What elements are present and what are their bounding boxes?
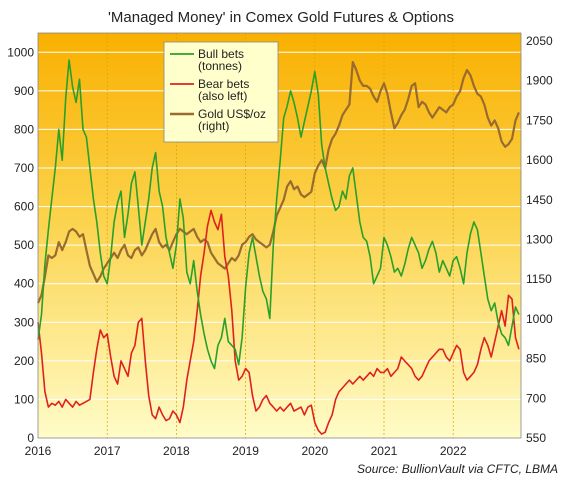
legend-label-0: Bull bets xyxy=(198,47,244,61)
left-tick-label: 100 xyxy=(14,392,34,406)
right-tick-label: 850 xyxy=(526,352,546,366)
left-tick-label: 400 xyxy=(14,277,34,291)
legend-box xyxy=(163,41,279,143)
right-tick-label: 1600 xyxy=(526,153,553,167)
chart-source: Source: BullionVault via CFTC, LBMA xyxy=(357,462,558,476)
right-tick-label: 1900 xyxy=(526,74,553,88)
series-line-0 xyxy=(37,59,520,370)
right-tick-label: 1150 xyxy=(526,272,552,286)
series-lines xyxy=(36,59,520,435)
left-tick-label: 700 xyxy=(14,161,34,175)
right-tick-label: 550 xyxy=(526,431,546,445)
legend-label-2: Gold US$/oz xyxy=(198,107,266,121)
plot-frame xyxy=(37,32,522,439)
right-tick-label: 1450 xyxy=(526,193,553,207)
x-axis-ticks: 2016 2017 2018 2019 2020 2021 2022 xyxy=(25,444,467,458)
legend-label-1: Bear bets xyxy=(198,77,249,91)
x-tick-label: 2016 xyxy=(25,444,52,458)
left-tick-label: 1000 xyxy=(7,45,34,59)
x-tick-label: 2019 xyxy=(232,444,259,458)
right-tick-label: 700 xyxy=(526,391,546,405)
x-tick-label: 2021 xyxy=(371,444,398,458)
left-tick-label: 600 xyxy=(14,200,34,214)
right-tick-label: 1000 xyxy=(526,312,553,326)
left-tick-label: 300 xyxy=(14,315,34,329)
gridlines xyxy=(38,51,521,439)
left-tick-label: 800 xyxy=(14,122,34,136)
x-tick-label: 2018 xyxy=(163,444,190,458)
x-tick-label: 2020 xyxy=(301,444,328,458)
right-tick-label: 1300 xyxy=(526,232,553,246)
right-axis-ticks: 550 700 850 1000 1150 1300 1450 1600 1750 1900 205… xyxy=(526,34,553,445)
left-tick-label: 900 xyxy=(14,84,34,98)
legend-label-0: (tonnes) xyxy=(198,59,242,73)
left-tick-label: 200 xyxy=(14,354,34,368)
series-line-1 xyxy=(37,209,520,435)
legend-label-1: (also left) xyxy=(198,89,247,103)
series-line-2 xyxy=(36,61,520,304)
x-tick-label: 2022 xyxy=(440,444,467,458)
left-tick-label: 500 xyxy=(14,238,34,252)
right-tick-label: 1750 xyxy=(526,113,553,127)
plot-area xyxy=(38,33,521,438)
legend-label-2: (right) xyxy=(198,119,229,133)
chart-legend: Bull bets(tonnes) Bear bets(also left) Gol… xyxy=(163,41,279,143)
chart-title: 'Managed Money' in Comex Gold Futures & … xyxy=(108,9,454,26)
x-tick-label: 2017 xyxy=(94,444,121,458)
left-axis-ticks: 0 100 200 300 400 500 600 700 800 900 1000 xyxy=(7,45,34,445)
left-tick-label: 0 xyxy=(27,431,34,445)
right-tick-label: 2050 xyxy=(526,34,553,48)
